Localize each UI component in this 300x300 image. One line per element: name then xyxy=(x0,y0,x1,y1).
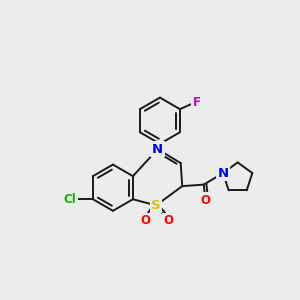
Text: Cl: Cl xyxy=(64,193,76,206)
Text: O: O xyxy=(200,194,210,206)
Text: S: S xyxy=(151,199,161,212)
Text: O: O xyxy=(140,214,150,227)
Text: N: N xyxy=(152,143,163,156)
Text: F: F xyxy=(193,97,201,110)
Text: N: N xyxy=(218,167,229,180)
Text: O: O xyxy=(164,214,173,227)
